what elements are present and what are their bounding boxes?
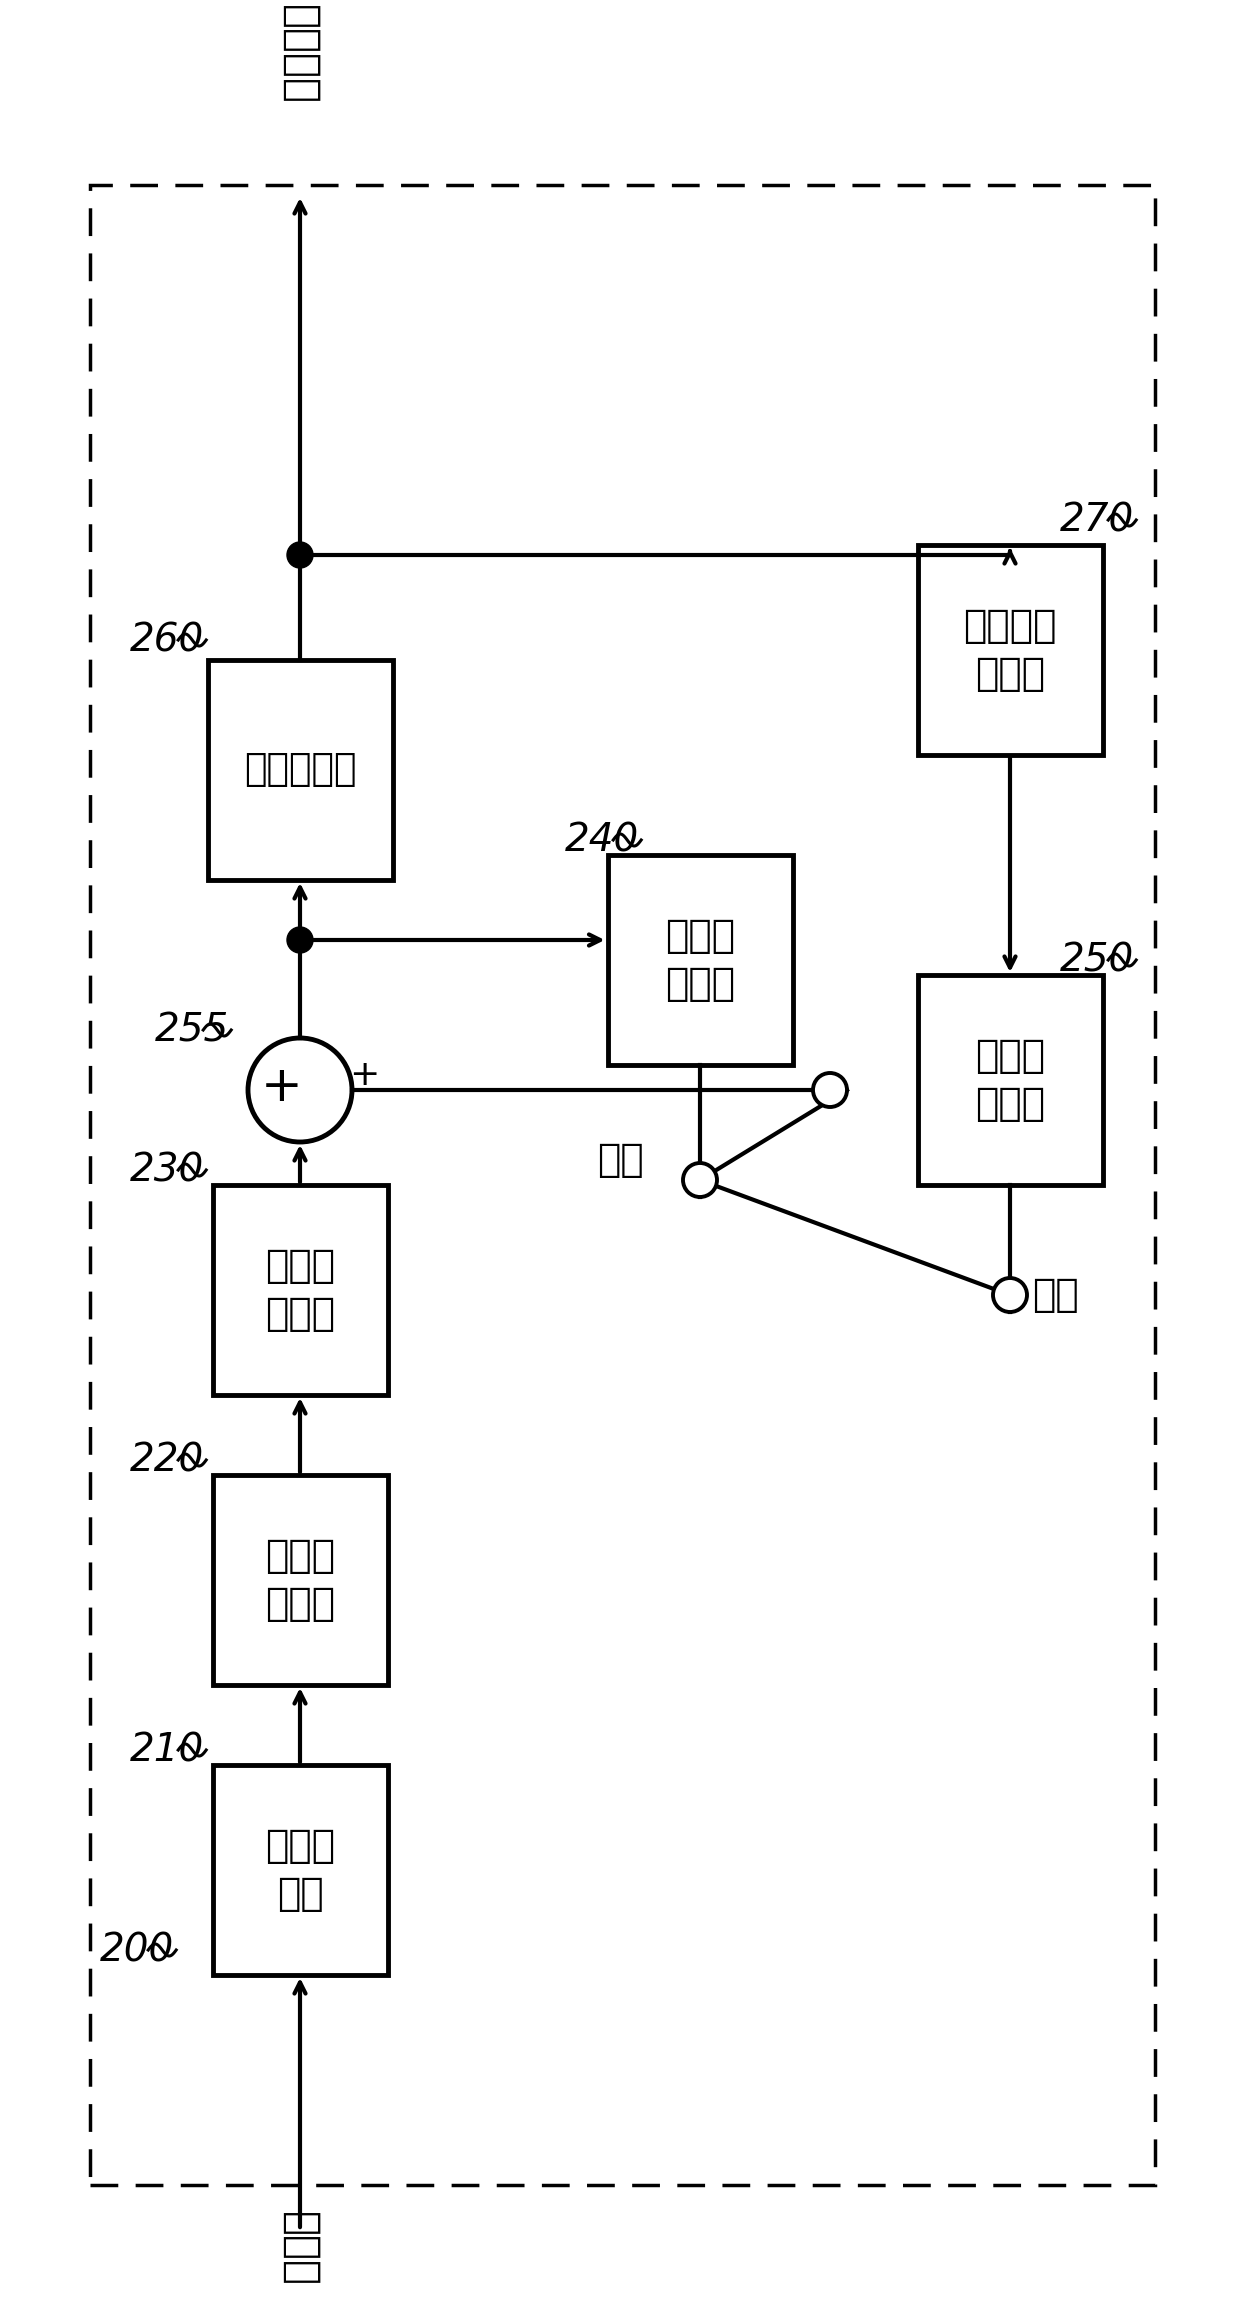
Text: 比特流: 比特流 bbox=[279, 2214, 321, 2287]
Text: 逆变换
单元二: 逆变换 单元二 bbox=[265, 1537, 335, 1622]
Circle shape bbox=[683, 1162, 717, 1197]
Text: +: + bbox=[348, 1058, 379, 1093]
Bar bbox=[207, 660, 393, 879]
Text: 210: 210 bbox=[130, 1730, 205, 1769]
Bar bbox=[212, 1185, 387, 1394]
Text: 230: 230 bbox=[130, 1150, 205, 1190]
Text: 参考画面
缓冲器: 参考画面 缓冲器 bbox=[963, 607, 1056, 693]
Circle shape bbox=[248, 1038, 352, 1141]
Text: 熵解码
单元: 熵解码 单元 bbox=[265, 1827, 335, 1912]
Bar bbox=[212, 1475, 387, 1684]
Text: 270: 270 bbox=[1060, 502, 1135, 538]
Circle shape bbox=[813, 1072, 847, 1107]
Text: 220: 220 bbox=[130, 1440, 205, 1480]
Text: 帧间: 帧间 bbox=[1032, 1277, 1079, 1314]
Text: 260: 260 bbox=[130, 621, 205, 658]
Text: 重建图像: 重建图像 bbox=[279, 5, 321, 106]
Circle shape bbox=[286, 927, 312, 953]
Text: 滤波器单元: 滤波器单元 bbox=[244, 752, 356, 787]
Text: 逆变换
单元一: 逆变换 单元一 bbox=[265, 1247, 335, 1332]
Circle shape bbox=[993, 1277, 1027, 1312]
Text: 帧内: 帧内 bbox=[596, 1141, 644, 1178]
Text: 255: 255 bbox=[155, 1010, 229, 1049]
Bar bbox=[212, 1765, 387, 1974]
Bar bbox=[91, 184, 1154, 2186]
Text: +: + bbox=[262, 1063, 303, 1111]
Bar bbox=[608, 856, 792, 1065]
Text: 240: 240 bbox=[565, 821, 640, 858]
Text: 200: 200 bbox=[100, 1931, 175, 1970]
Text: 帧间预
测单元: 帧间预 测单元 bbox=[975, 1038, 1045, 1123]
Text: 帧内预
测单元: 帧内预 测单元 bbox=[665, 916, 735, 1003]
Bar bbox=[918, 976, 1102, 1185]
Circle shape bbox=[286, 543, 312, 568]
Text: 250: 250 bbox=[1060, 941, 1135, 978]
Bar bbox=[918, 545, 1102, 755]
